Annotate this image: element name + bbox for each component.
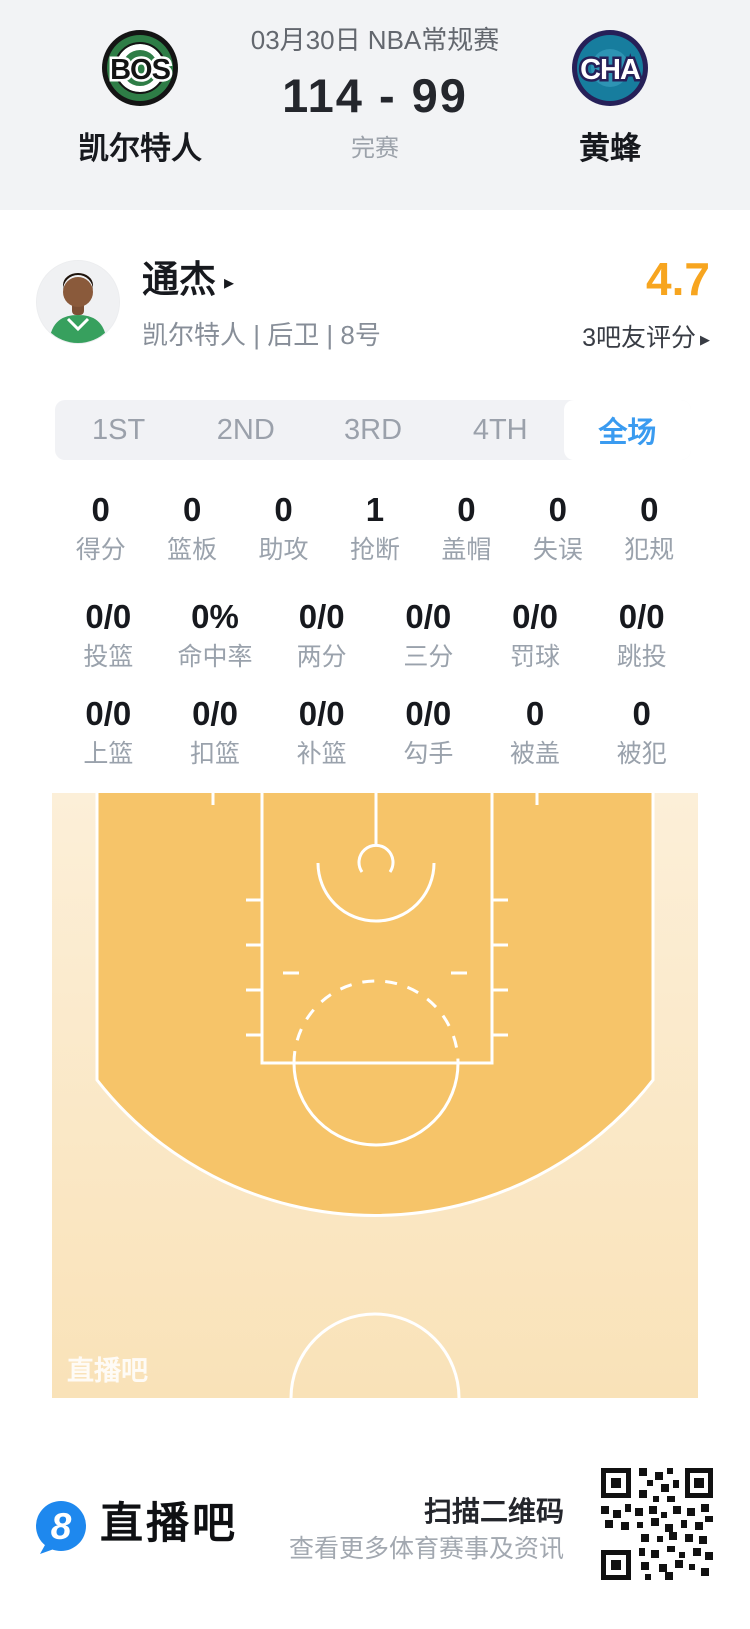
stat-value: 0	[525, 695, 545, 732]
stat-label: 犯规	[624, 536, 675, 564]
tab-q2[interactable]: 2ND	[216, 413, 275, 446]
stat-rebounds: 0 篮板	[146, 489, 237, 569]
svg-text:CHA: CHA	[580, 54, 641, 86]
tab-q4[interactable]: 4TH	[472, 413, 528, 446]
player-name[interactable]: 通杰 ▸	[142, 259, 235, 300]
stat-label: 失误	[532, 536, 583, 564]
stat-hook-shots: 0/0 勾手	[375, 693, 482, 773]
team-home: BOS 凯尔特人	[60, 28, 220, 166]
team-name-home: 凯尔特人	[78, 131, 202, 166]
stat-fg-percent: 0% 命中率	[162, 596, 269, 676]
stat-label: 上篮	[83, 740, 134, 768]
stat-value: 0/0	[85, 598, 132, 635]
stat-steals: 1 抢断	[329, 489, 420, 569]
shot-chart-court: 直播吧	[52, 793, 698, 1398]
stat-value: 0/0	[512, 598, 558, 635]
player-detail-arrow-icon: ▸	[224, 272, 235, 294]
stat-label: 被犯	[616, 740, 667, 768]
player-rating: 4.7	[646, 253, 710, 305]
stat-points: 0 得分	[55, 489, 146, 569]
stat-value: 0/0	[298, 598, 345, 635]
stat-label: 补篮	[296, 740, 347, 768]
basketball-halfcourt-graphic: 直播吧	[52, 793, 698, 1398]
stat-label: 被盖	[510, 740, 561, 768]
stat-value: 0/0	[405, 598, 452, 635]
zhibo8-logo-icon: 8	[36, 1501, 86, 1554]
stat-value: 0/0	[405, 695, 452, 732]
stat-turnovers: 0 失误	[512, 489, 603, 569]
rating-arrow-icon: ▶	[700, 332, 710, 347]
stat-two-pointers: 0/0 两分	[268, 596, 375, 676]
stat-fouled-on: 0 被犯	[588, 693, 695, 773]
stat-label: 盖帽	[441, 536, 492, 564]
qr-scan-subtitle: 查看更多体育赛事及资讯	[288, 1535, 564, 1563]
player-info: 凯尔特人 | 后卫 | 8号	[142, 320, 381, 350]
match-status: 完赛	[351, 135, 399, 162]
stat-value: 0	[548, 491, 567, 528]
stat-label: 扣篮	[190, 740, 241, 768]
svg-text:8: 8	[51, 1506, 72, 1547]
stat-value: 0	[91, 491, 110, 528]
match-date: 03月30日 NBA常规赛	[250, 25, 500, 55]
stat-three-pointers: 0/0 三分	[375, 596, 482, 676]
match-header: BOS 凯尔特人 03月30日 NBA常规赛 114 - 99 完赛 CHA 黄…	[0, 0, 750, 210]
stat-value: 0	[632, 695, 651, 732]
match-summary: 03月30日 NBA常规赛 114 - 99 完赛	[160, 0, 590, 164]
stat-label: 三分	[403, 643, 454, 671]
team-name-away: 黄蜂	[579, 131, 641, 166]
stat-label: 勾手	[403, 740, 454, 768]
stat-value: 0	[640, 491, 659, 528]
stat-value: 0/0	[618, 598, 665, 635]
stat-value: 0	[182, 491, 202, 528]
stat-value: 0/0	[298, 695, 345, 732]
stat-layups: 0/0 上篮	[55, 693, 162, 773]
stat-value: 0	[457, 491, 476, 528]
stats-row-2: 0/0 投篮 0% 命中率 0/0 两分 0/0 三分 0/0 罚球 0/0 跳…	[55, 596, 695, 676]
match-score: 114 - 99	[282, 69, 468, 122]
stat-value: 0	[274, 491, 293, 528]
court-watermark: 直播吧	[67, 1356, 148, 1386]
player-avatar-image	[37, 261, 119, 343]
stat-jump-shots: 0/0 跳投	[588, 596, 695, 676]
team-away: CHA 黄蜂	[530, 28, 690, 166]
tab-q1[interactable]: 1ST	[92, 413, 146, 446]
qr-code-icon	[601, 1468, 713, 1580]
player-avatar[interactable]	[36, 260, 120, 344]
stat-shots-blocked: 0 被盖	[482, 693, 589, 773]
stats-row-3: 0/0 上篮 0/0 扣篮 0/0 补篮 0/0 勾手 0 被盖 0 被犯	[55, 693, 695, 773]
player-card: 通杰 ▸ 凯尔特人 | 后卫 | 8号 4.7 3吧友评分 ▶ 1ST 2ND 3R…	[0, 210, 750, 1629]
stat-label: 罚球	[510, 643, 561, 671]
period-tabs: 1ST 2ND 3RD 4TH 全场	[55, 400, 692, 460]
stat-free-throws: 0/0 罚球	[482, 596, 589, 676]
tab-q3[interactable]: 3RD	[344, 413, 403, 446]
stat-label: 跳投	[616, 643, 667, 671]
svg-text:BOS: BOS	[110, 54, 171, 86]
stat-field-goals: 0/0 投篮	[55, 596, 162, 676]
team-logo-cha-icon: CHA	[572, 30, 648, 106]
stat-label: 篮板	[167, 536, 218, 564]
stats-row-1: 0 得分 0 篮板 0 助攻 1 抢断 0 盖帽 0 失误	[55, 489, 695, 569]
stat-fouls: 0 犯规	[604, 489, 695, 569]
tab-full-game[interactable]: 全场	[563, 400, 692, 460]
stat-putbacks: 0/0 补篮	[268, 693, 375, 773]
stat-value: 0/0	[85, 695, 132, 732]
stat-value: 0/0	[192, 695, 238, 732]
stat-label: 得分	[75, 536, 126, 564]
stat-label: 两分	[296, 643, 347, 671]
team-logo-bos-icon: BOS	[102, 30, 178, 106]
rating-label[interactable]: 3吧友评分 ▶	[582, 324, 710, 352]
footer-brand: 直播吧	[100, 1500, 238, 1548]
stat-label: 抢断	[349, 536, 400, 564]
stat-blocks: 0 盖帽	[421, 489, 512, 569]
stat-value: 0%	[191, 598, 239, 635]
qr-scan-title: 扫描二维码	[423, 1496, 564, 1527]
stat-label: 投篮	[83, 643, 134, 671]
stat-label: 命中率	[177, 643, 253, 671]
stat-label: 助攻	[258, 536, 309, 564]
stat-value: 1	[365, 491, 385, 528]
stat-assists: 0 助攻	[238, 489, 329, 569]
stat-dunks: 0/0 扣篮	[162, 693, 269, 773]
